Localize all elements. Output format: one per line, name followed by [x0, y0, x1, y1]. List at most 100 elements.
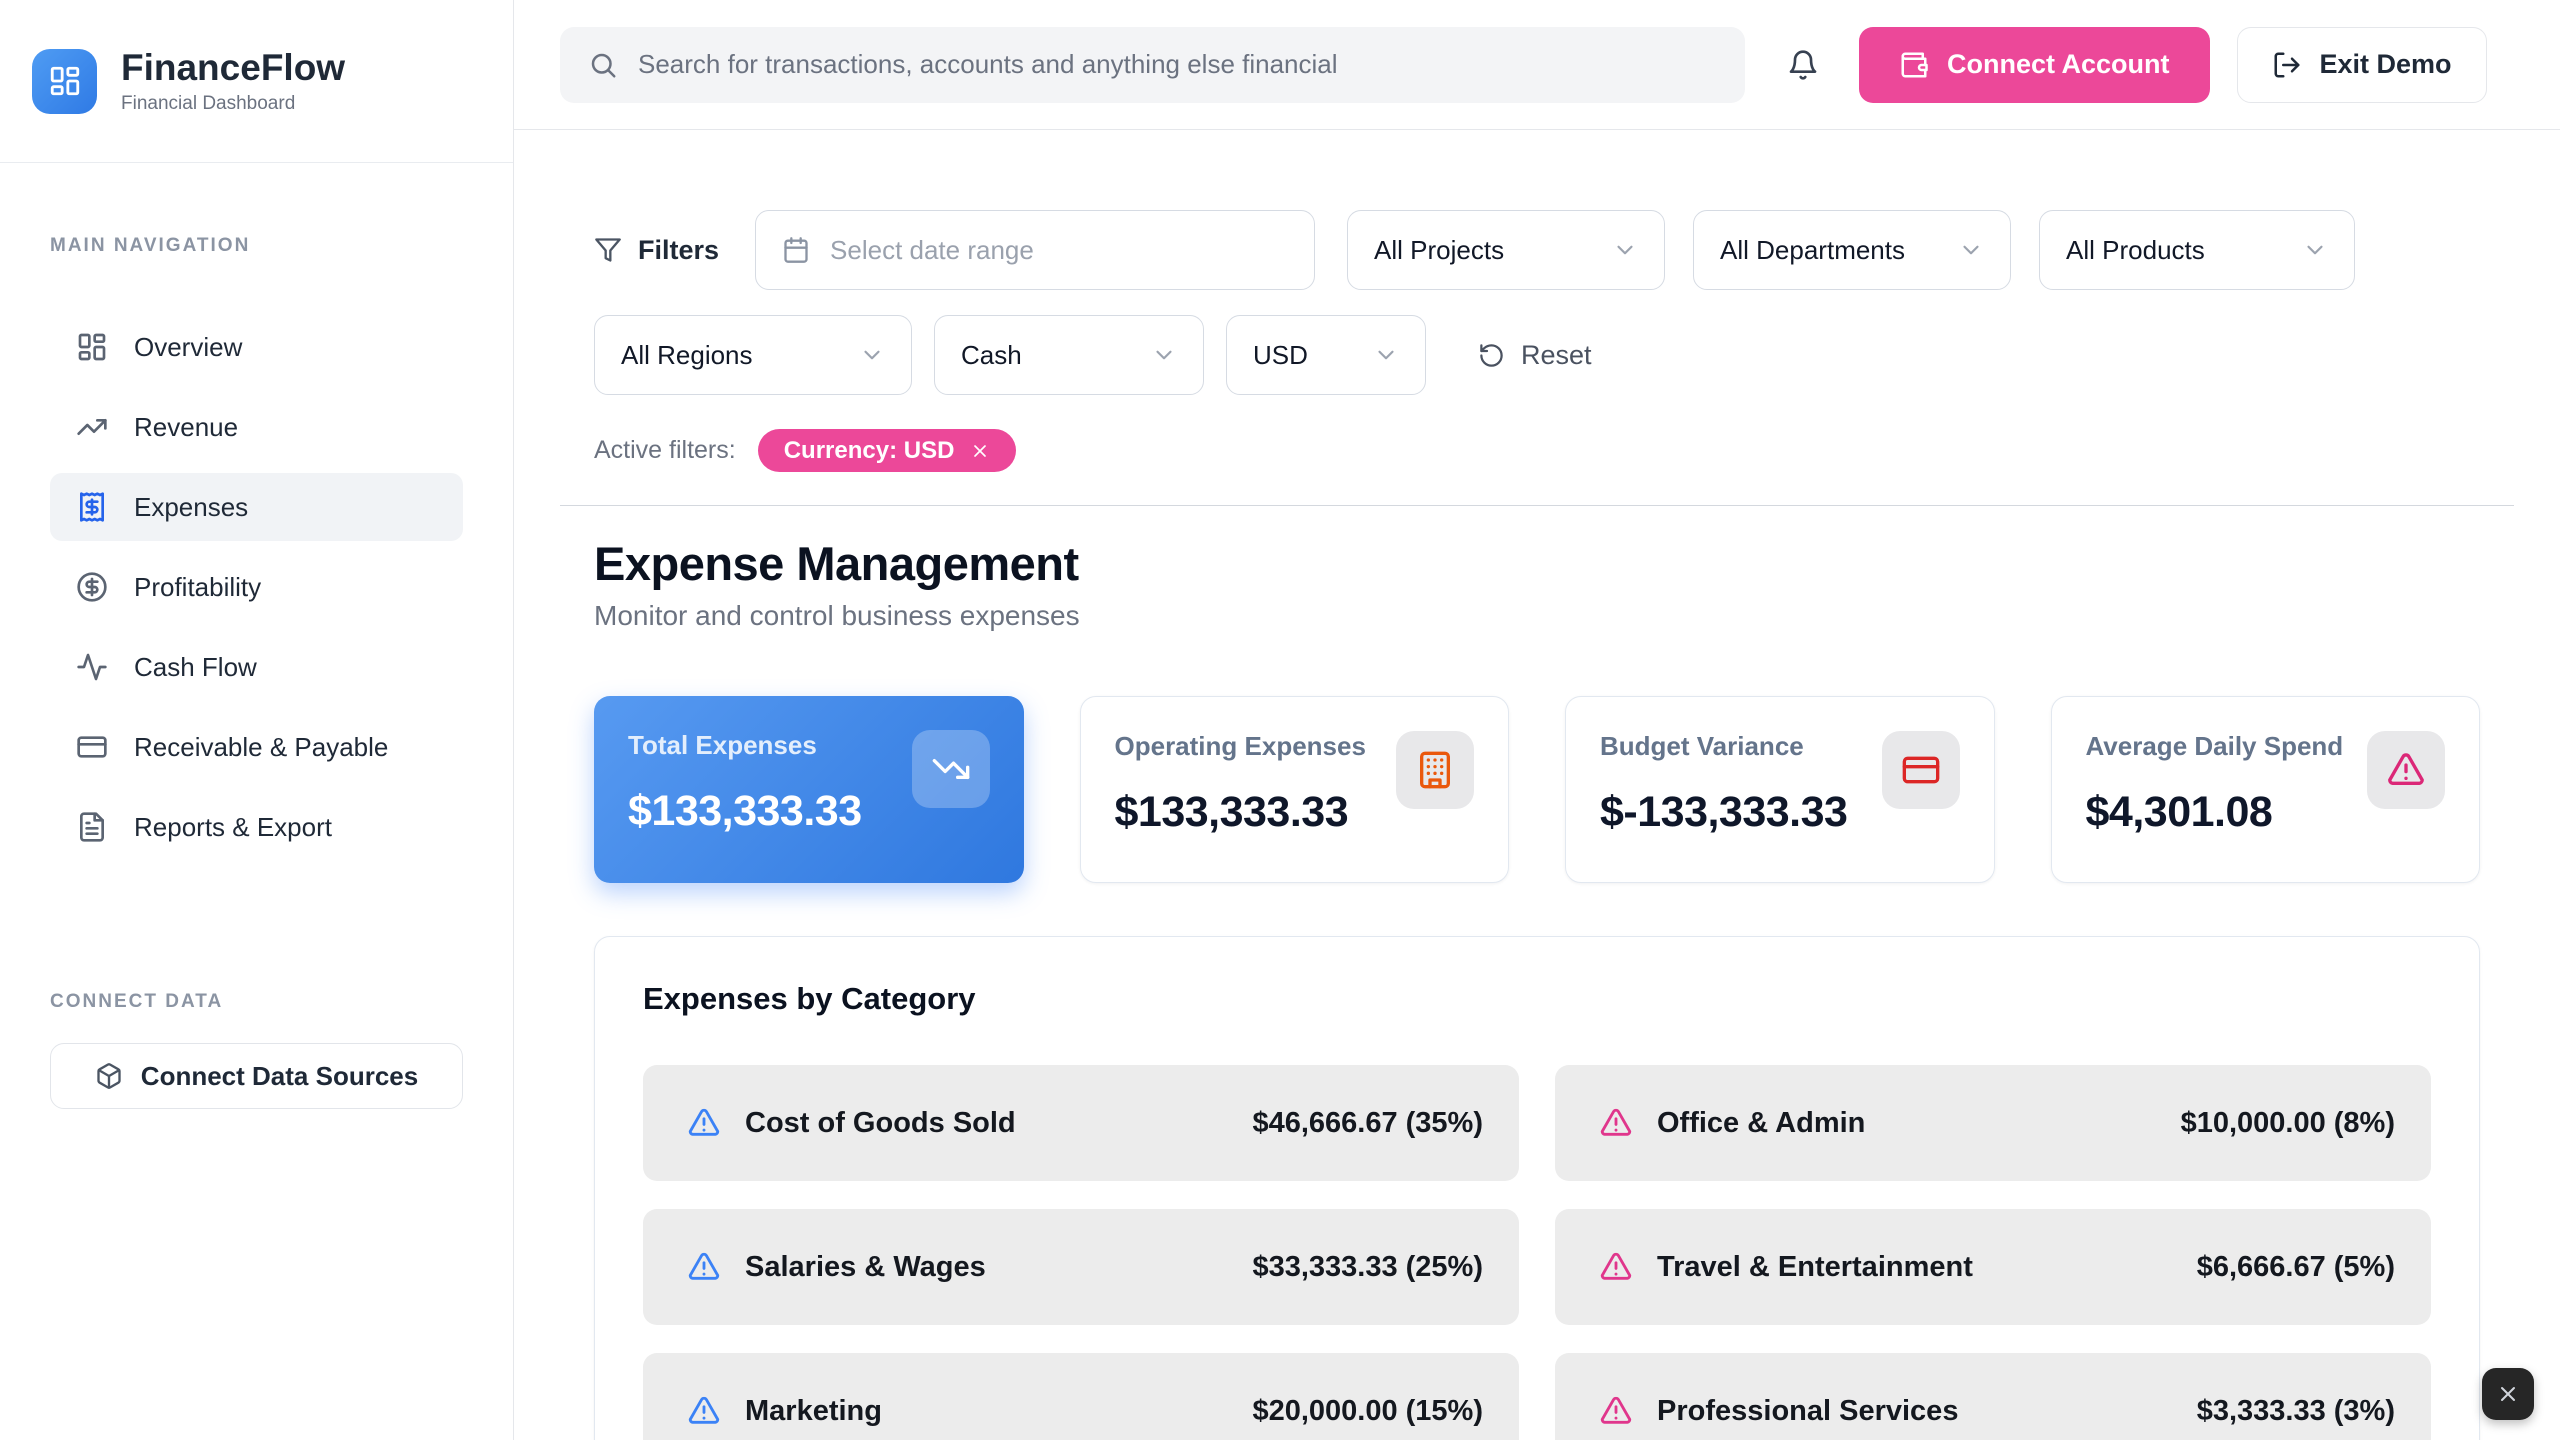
reset-filters-button[interactable]: Reset [1478, 340, 1592, 371]
category-amount: $20,000.00 (15%) [1252, 1394, 1483, 1427]
chevron-down-icon [2307, 245, 2323, 255]
search-icon [591, 53, 616, 77]
connect-account-button[interactable]: Connect Account [1859, 26, 2210, 103]
projects-value: All Projects [1374, 234, 1505, 265]
expenses-by-category-title: Expenses by Category [643, 981, 976, 1016]
category-amount: $46,666.67 (35%) [1252, 1106, 1483, 1139]
app-tagline: Financial Dashboard [121, 93, 296, 115]
stat-cards: Total Expenses $133,333.33 Operating Exp… [594, 696, 2480, 883]
category-row-office-admin[interactable]: Office & Admin $10,000.00 (8%) [1555, 1065, 2431, 1181]
stat-icon-box [1881, 731, 1960, 809]
payment-method-select[interactable]: Cash [934, 315, 1204, 395]
layout-dashboard-icon [78, 333, 106, 361]
credit-card-icon [77, 736, 107, 758]
filters-title: Filters [594, 235, 719, 266]
category-row-cost-of-goods-sold[interactable]: Cost of Goods Sold $46,666.67 (35%) [643, 1065, 1519, 1181]
sidebar-item-profitability[interactable]: Profitability [50, 553, 463, 621]
top-bar: Connect Account Exit Demo [514, 0, 2560, 130]
activity-icon [77, 653, 107, 681]
category-row-salaries-wages[interactable]: Salaries & Wages $33,333.33 (25%) [643, 1209, 1519, 1325]
close-icon[interactable] [970, 441, 990, 461]
stat-label: Budget Variance [1600, 731, 1804, 761]
chip-label: Currency: USD [783, 436, 955, 464]
date-range-placeholder: Select date range [830, 234, 1034, 265]
category-row-professional-services[interactable]: Professional Services $3,333.33 (3%) [1555, 1353, 2431, 1440]
category-amount: $10,000.00 (8%) [2180, 1106, 2395, 1139]
expenses-by-category-card: Expenses by Category Cost of Goods Sold … [594, 936, 2480, 1440]
date-range-picker[interactable]: Select date range [755, 210, 1316, 290]
category-amount: $3,333.33 (3%) [2196, 1394, 2395, 1427]
sidebar-body: MAIN NAVIGATION Overview Revenue Expense… [0, 163, 513, 1440]
category-row-travel-entertainment[interactable]: Travel & Entertainment $6,666.67 (5%) [1555, 1209, 2431, 1325]
connect-section-label: CONNECT DATA [50, 991, 224, 1012]
currency-value: USD [1253, 339, 1308, 370]
connect-data-sources-button[interactable]: Connect Data Sources [50, 1043, 463, 1109]
stat-label: Total Expenses [628, 730, 817, 760]
stat-card-budget-variance[interactable]: Budget Variance $-133,333.33 [1565, 696, 1995, 883]
funnel-icon [595, 238, 621, 262]
projects-select[interactable]: All Projects [1347, 210, 1666, 290]
stat-card-average-daily-spend[interactable]: Average Daily Spend $4,301.08 [2050, 696, 2480, 883]
stat-icon-box [2367, 731, 2445, 809]
regions-value: All Regions [621, 339, 753, 370]
regions-select[interactable]: All Regions [594, 315, 912, 395]
products-select[interactable]: All Products [2039, 210, 2356, 290]
search-input[interactable] [638, 49, 1717, 80]
sidebar-item-revenue[interactable]: Revenue [50, 393, 463, 461]
category-amount: $6,666.67 (5%) [2196, 1250, 2395, 1283]
stat-value: $-133,333.33 [1600, 788, 1848, 836]
sidebar: FinanceFlow Financial Dashboard MAIN NAV… [0, 0, 514, 1440]
departments-select[interactable]: All Departments [1693, 210, 2012, 290]
stat-icon-box [911, 730, 990, 808]
receipt-icon [80, 492, 104, 522]
alert-triangle-icon [688, 1252, 720, 1280]
credit-card-icon [1902, 756, 1939, 784]
alert-triangle-icon [688, 1108, 720, 1136]
exit-demo-button[interactable]: Exit Demo [2236, 26, 2487, 103]
close-icon [2501, 1387, 2515, 1401]
connect-data-sources-label: Connect Data Sources [140, 1060, 419, 1091]
brand: FinanceFlow Financial Dashboard [0, 0, 513, 163]
alert-triangle-icon [2388, 753, 2424, 785]
page-body: Expense Management Monitor and control b… [560, 506, 2514, 1440]
category-amount: $33,333.33 (25%) [1252, 1250, 1483, 1283]
close-overlay-button[interactable] [2482, 1368, 2534, 1420]
chevron-down-icon [1963, 245, 1979, 255]
alert-triangle-icon [1600, 1252, 1632, 1280]
building-icon [1420, 751, 1450, 789]
active-filters-row: Active filters: Currency: USD [594, 429, 2480, 472]
stat-card-total-expenses[interactable]: Total Expenses $133,333.33 [594, 696, 1024, 883]
sidebar-item-label: Overview [134, 331, 243, 362]
sidebar-item-label: Reports & Export [134, 811, 332, 842]
alert-triangle-icon [688, 1396, 720, 1424]
sidebar-item-overview[interactable]: Overview [50, 313, 463, 381]
app-name: FinanceFlow [121, 46, 346, 88]
chevron-down-icon [1617, 245, 1633, 255]
alert-triangle-icon [1600, 1108, 1632, 1136]
stat-label: Average Daily Spend [2085, 731, 2344, 761]
rotate-ccw-icon [1480, 343, 1503, 367]
notifications-button[interactable] [1783, 45, 1823, 85]
sidebar-item-reports-export[interactable]: Reports & Export [50, 793, 463, 861]
departments-value: All Departments [1720, 234, 1905, 265]
sidebar-item-expenses[interactable]: Expenses [50, 473, 463, 541]
stat-card-operating-expenses[interactable]: Operating Expenses $133,333.33 [1079, 696, 1509, 883]
sidebar-item-receivable-payable[interactable]: Receivable & Payable [50, 713, 463, 781]
sidebar-item-cash-flow[interactable]: Cash Flow [50, 633, 463, 701]
currency-select[interactable]: USD [1226, 315, 1426, 395]
sidebar-item-label: Receivable & Payable [134, 731, 389, 762]
products-value: All Products [2066, 234, 2205, 265]
active-filter-chip-currency[interactable]: Currency: USD [757, 429, 1017, 472]
page-subtitle: Monitor and control business expenses [594, 600, 1080, 631]
filter-row-1: Filters Select date range All Projects A… [594, 210, 2480, 290]
search-box[interactable] [560, 26, 1745, 103]
active-filters-label: Active filters: [594, 436, 736, 464]
stat-value: $133,333.33 [1114, 788, 1349, 836]
circle-dollar-icon [77, 572, 107, 602]
category-row-marketing[interactable]: Marketing $20,000.00 (15%) [643, 1353, 1519, 1440]
category-name: Cost of Goods Sold [745, 1106, 1016, 1139]
chevron-down-icon [1156, 350, 1172, 360]
filter-row-2: All Regions Cash USD Reset [594, 315, 2480, 395]
category-grid: Cost of Goods Sold $46,666.67 (35%) Offi… [643, 1065, 2431, 1440]
alert-triangle-icon [1600, 1396, 1632, 1424]
